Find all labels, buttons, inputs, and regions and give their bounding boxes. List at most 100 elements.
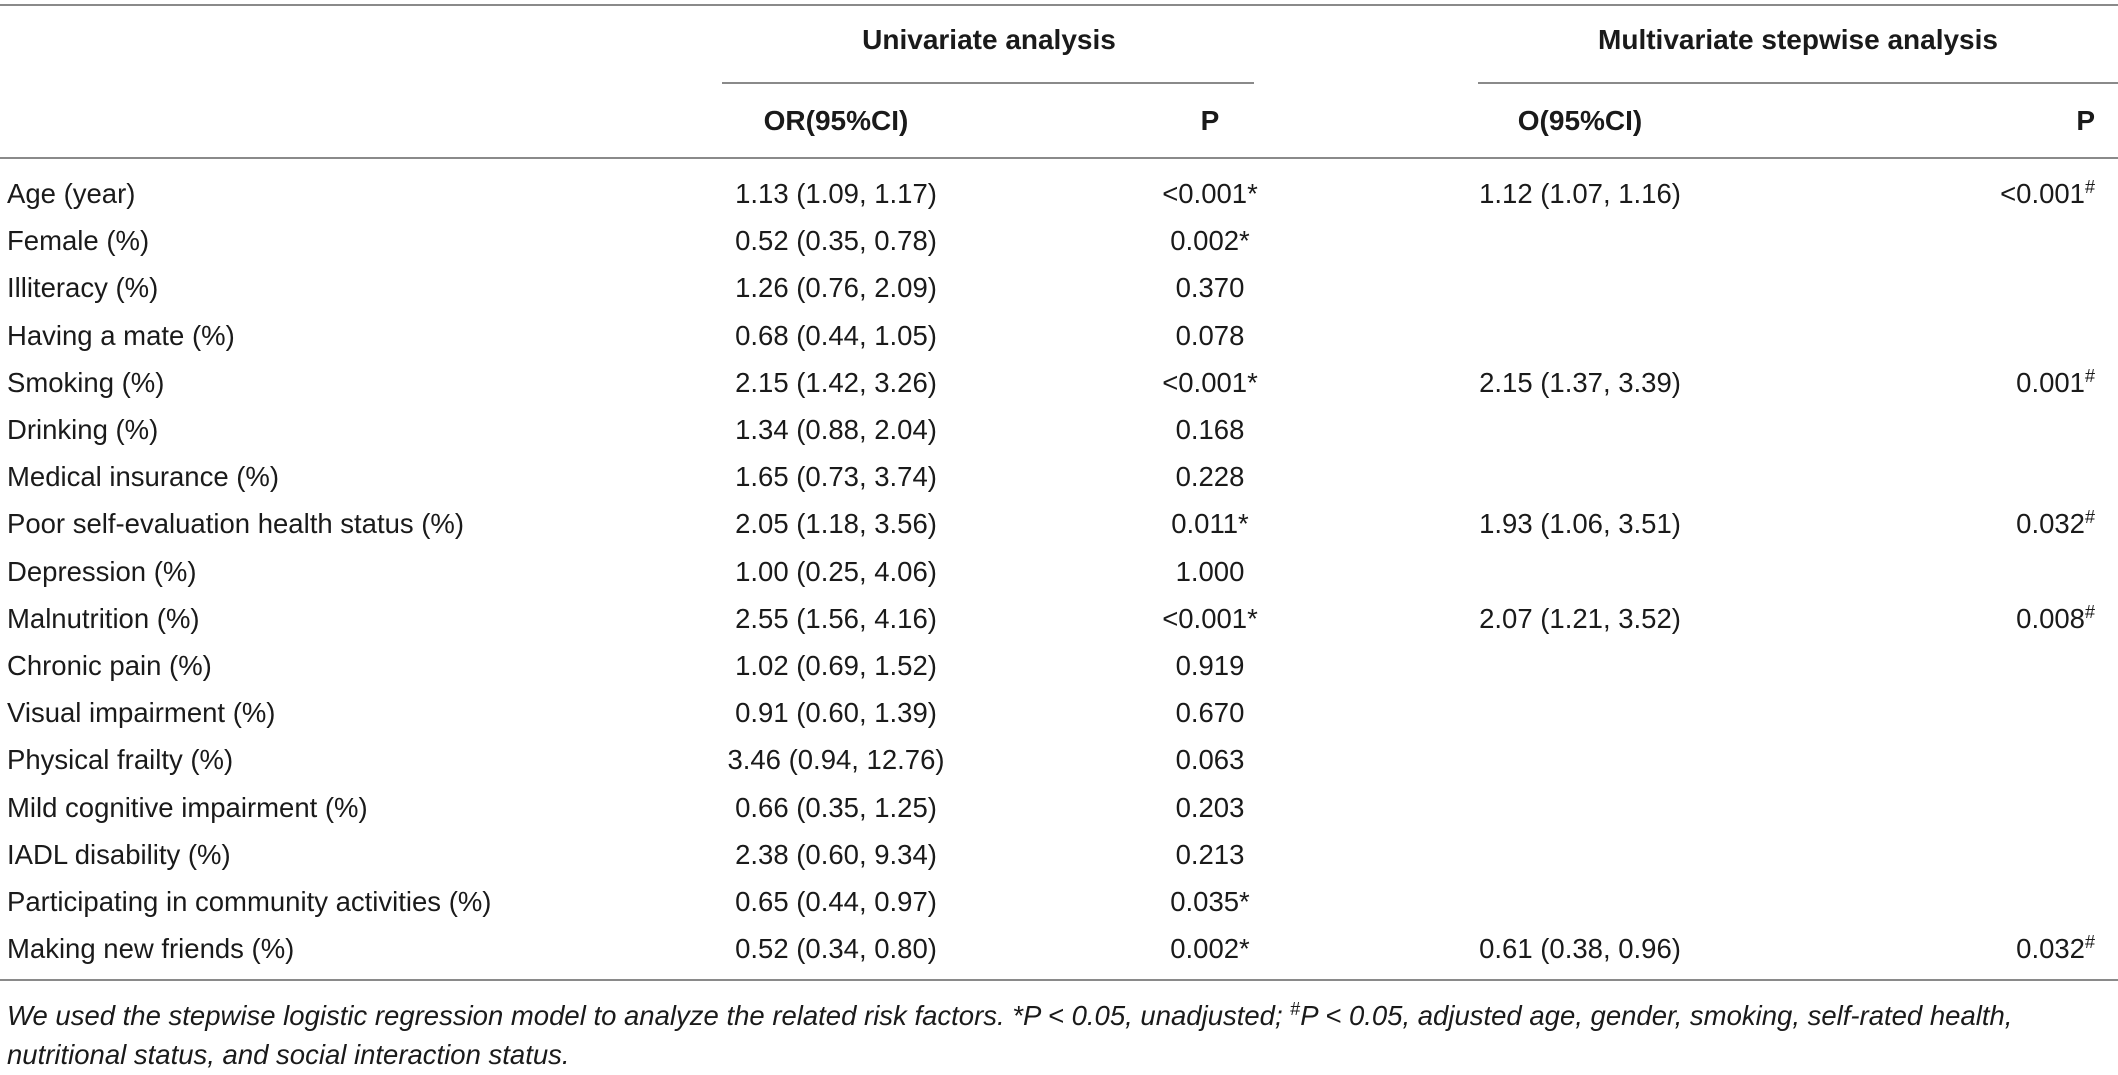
multivariate-p-cell: 0.008# xyxy=(1915,599,2095,639)
univariate-or-cell: 1.65 (0.73, 3.74) xyxy=(735,461,937,493)
variable-cell: Physical frailty (%) xyxy=(7,744,234,776)
adjusted-significance-mark: # xyxy=(2084,176,2095,197)
variable-cell: Female (%) xyxy=(7,225,150,257)
univariate-p-cell: 0.168 xyxy=(1175,414,1245,445)
table-row: Physical frailty (%) 3.46 (0.94, 12.76) 0.… xyxy=(0,740,2118,787)
table-top-rule xyxy=(0,4,2118,6)
table-row: Visual impairment (%) 0.91 (0.60, 1.39) 0.… xyxy=(0,693,2118,740)
univariate-or-cell: 2.38 (0.60, 9.34) xyxy=(735,838,937,870)
table-row: Drinking (%) 1.34 (0.88, 2.04) 0.168 xyxy=(0,410,2118,457)
variable-cell: Poor self-evaluation health status (%) xyxy=(7,508,465,540)
adjusted-significance-mark: # xyxy=(2084,365,2095,386)
univariate-or-cell: 1.02 (0.69, 1.52) xyxy=(735,650,937,681)
univariate-or-cell: 2.55 (1.56, 4.16) xyxy=(735,602,937,634)
adjusted-significance-mark: # xyxy=(2084,932,2095,953)
table-row: Chronic pain (%) 1.02 (0.69, 1.52) 0.919 xyxy=(0,646,2118,693)
univariate-p-cell: <0.001* xyxy=(1162,178,1258,209)
multivariate-or-cell: 1.12 (1.07, 1.16) xyxy=(1479,178,1681,209)
table-row: Age (year) 1.13 (1.09, 1.17) <0.001* 1.12 (… xyxy=(0,174,2118,221)
table-row: Medical insurance (%) 1.65 (0.73, 3.74) 0.… xyxy=(0,457,2118,504)
univariate-or-cell: 1.26 (0.76, 2.09) xyxy=(735,272,937,304)
univariate-p-cell: 0.002* xyxy=(1170,933,1250,965)
univariate-p-cell: <0.001* xyxy=(1162,602,1258,634)
variable-cell: Malnutrition (%) xyxy=(7,602,200,634)
univariate-p-cell: 0.078 xyxy=(1175,319,1245,351)
table-row: IADL disability (%) 2.38 (0.60, 9.34) 0.21… xyxy=(0,835,2118,882)
univariate-or-cell: 0.91 (0.60, 1.39) xyxy=(735,697,937,729)
table-row: Malnutrition (%) 2.55 (1.56, 4.16) <0.001*… xyxy=(0,599,2118,646)
univariate-or-cell: 1.00 (0.25, 4.06) xyxy=(735,555,937,587)
univariate-p-cell: 0.228 xyxy=(1175,461,1245,493)
univariate-group-rule xyxy=(722,82,1254,84)
multivariate-p-value: <0.001 xyxy=(2000,178,2085,209)
univariate-p-cell: 0.670 xyxy=(1175,697,1245,729)
table-row: Poor self-evaluation health status (%) 2.… xyxy=(0,504,2118,551)
univariate-or-cell: 2.15 (1.42, 3.26) xyxy=(735,366,937,398)
table-bottom-rule xyxy=(0,979,2118,981)
footnote-part2: P < 0.05, adjusted age, gender, smoking,… xyxy=(7,1000,2013,1070)
table-row: Female (%) 0.52 (0.35, 0.78) 0.002* xyxy=(0,221,2118,268)
table-row: Making new friends (%) 0.52 (0.34, 0.80) 0… xyxy=(0,929,2118,976)
univariate-p-cell: 0.919 xyxy=(1175,650,1245,681)
variable-cell: Illiteracy (%) xyxy=(7,272,159,304)
table-row: Depression (%) 1.00 (0.25, 4.06) 1.000 xyxy=(0,552,2118,599)
variable-cell: Chronic pain (%) xyxy=(7,650,212,681)
univariate-or-cell: 0.52 (0.35, 0.78) xyxy=(735,225,937,257)
multivariate-or-cell: 2.07 (1.21, 3.52) xyxy=(1479,602,1681,634)
variable-cell: Medical insurance (%) xyxy=(7,461,280,493)
variable-cell: Visual impairment (%) xyxy=(7,697,276,729)
variable-cell: Having a mate (%) xyxy=(7,319,235,351)
univariate-p-cell: <0.001* xyxy=(1162,366,1258,398)
univariate-p-cell: 0.002* xyxy=(1170,225,1250,257)
variable-cell: Age (year) xyxy=(7,178,136,209)
univariate-or-cell: 2.05 (1.18, 3.56) xyxy=(735,508,937,540)
table-row: Smoking (%) 2.15 (1.42, 3.26) <0.001* 2.15 … xyxy=(0,363,2118,410)
univariate-or-cell: 0.65 (0.44, 0.97) xyxy=(735,886,937,917)
univariate-p-cell: 0.203 xyxy=(1175,791,1245,823)
uni-or-header: OR(95%CI) xyxy=(763,105,909,136)
univariate-or-cell: 0.52 (0.34, 0.80) xyxy=(735,933,937,965)
footnote-part1: We used the stepwise logistic regression… xyxy=(7,1000,1291,1031)
variable-cell: Mild cognitive impairment (%) xyxy=(7,791,368,823)
multivariate-p-value: 0.032 xyxy=(2016,508,2085,540)
univariate-or-cell: 0.68 (0.44, 1.05) xyxy=(735,319,937,351)
univariate-p-cell: 0.213 xyxy=(1175,838,1245,870)
multivariate-p-cell: 0.032# xyxy=(1915,504,2095,544)
adjusted-significance-mark: # xyxy=(2084,507,2095,528)
multivariate-p-cell: 0.001# xyxy=(1915,363,2095,403)
variable-cell: Smoking (%) xyxy=(7,366,165,398)
table-row: Mild cognitive impairment (%) 0.66 (0.35,… xyxy=(0,788,2118,835)
header-bottom-rule xyxy=(0,157,2118,159)
univariate-p-cell: 0.370 xyxy=(1175,272,1245,304)
uni-p-header: P xyxy=(1200,105,1220,136)
multivariate-p-cell: <0.001# xyxy=(1915,174,2095,214)
multivariate-p-cell: 0.032# xyxy=(1915,929,2095,969)
multivariate-group-rule xyxy=(1478,82,2118,84)
univariate-or-cell: 0.66 (0.35, 1.25) xyxy=(735,791,937,823)
variable-cell: IADL disability (%) xyxy=(7,838,231,870)
footnote-hash-mark: # xyxy=(1290,998,1301,1019)
multi-p-header: P xyxy=(2076,105,2095,136)
variable-cell: Depression (%) xyxy=(7,555,197,587)
univariate-title: Univariate analysis xyxy=(862,24,1116,55)
univariate-or-cell: 1.13 (1.09, 1.17) xyxy=(735,178,937,209)
adjusted-significance-mark: # xyxy=(2084,601,2095,622)
table-row: Illiteracy (%) 1.26 (0.76, 2.09) 0.370 xyxy=(0,268,2118,315)
multivariate-or-cell: 0.61 (0.38, 0.96) xyxy=(1479,933,1681,965)
table-row: Participating in community activities (%… xyxy=(0,882,2118,929)
multivariate-p-value: 0.008 xyxy=(2016,602,2085,634)
table-body: Age (year) 1.13 (1.09, 1.17) <0.001* 1.12 (… xyxy=(0,174,2118,976)
univariate-or-cell: 3.46 (0.94, 12.76) xyxy=(727,744,945,776)
univariate-p-cell: 0.011* xyxy=(1171,508,1249,540)
multivariate-or-cell: 2.15 (1.37, 3.39) xyxy=(1479,366,1681,398)
univariate-p-cell: 0.063 xyxy=(1175,744,1245,776)
multivariate-title: Multivariate stepwise analysis xyxy=(1598,24,1998,55)
multivariate-p-value: 0.001 xyxy=(2016,366,2085,398)
univariate-p-cell: 0.035* xyxy=(1170,886,1250,917)
univariate-or-cell: 1.34 (0.88, 2.04) xyxy=(735,414,937,445)
table-row: Having a mate (%) 0.68 (0.44, 1.05) 0.078 xyxy=(0,316,2118,363)
multivariate-or-cell: 1.93 (1.06, 3.51) xyxy=(1479,508,1681,540)
variable-cell: Making new friends (%) xyxy=(7,933,295,965)
table-footnote: We used the stepwise logistic regression… xyxy=(7,996,2112,1074)
multi-or-header: O(95%CI) xyxy=(1517,105,1643,136)
